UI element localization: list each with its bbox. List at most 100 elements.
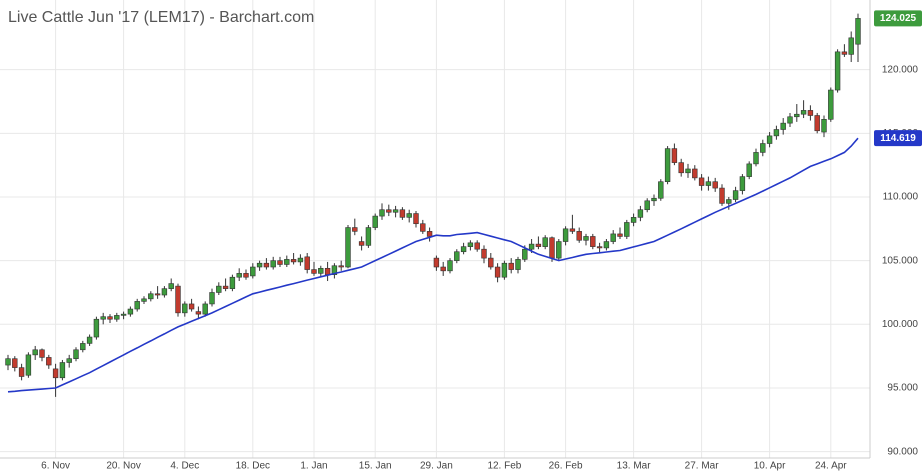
candle-body	[746, 163, 752, 177]
candle-body	[828, 89, 834, 120]
candle-body	[617, 233, 623, 237]
candle-body	[318, 267, 324, 274]
x-tick-label: 29. Jan	[420, 461, 453, 472]
candle-body	[467, 242, 474, 247]
candle-body	[222, 285, 229, 289]
candle-body	[739, 176, 746, 191]
x-tick-label: 1. Jan	[300, 461, 327, 472]
candle-body	[66, 358, 72, 363]
candle-body	[93, 318, 100, 338]
candle-body	[603, 241, 610, 249]
candle-body	[814, 115, 820, 132]
candle-body	[658, 181, 664, 199]
candle-body	[32, 349, 38, 356]
candle-body	[154, 293, 161, 296]
candle-body	[685, 168, 691, 174]
candle-body	[576, 231, 582, 241]
candle-body	[773, 129, 780, 137]
candle-body	[698, 177, 705, 186]
candle-body	[148, 293, 154, 300]
candle-body	[515, 259, 521, 270]
candle-body	[73, 349, 79, 359]
candle-body	[127, 308, 134, 315]
candle-body	[297, 257, 304, 263]
candle-body	[447, 260, 453, 272]
candle-body	[413, 213, 419, 225]
candle-body	[331, 265, 338, 275]
candle-body	[556, 241, 562, 259]
candle-body	[590, 236, 596, 247]
candle-body	[175, 285, 181, 314]
candle-body	[712, 181, 718, 189]
candle-body	[821, 119, 827, 133]
candle-body	[256, 262, 263, 268]
candle-body	[549, 237, 555, 259]
last-value-label: 114.619	[880, 133, 916, 144]
candle-body	[250, 266, 256, 277]
candle-body	[610, 233, 616, 242]
candle-body	[243, 273, 249, 278]
candle-body	[345, 227, 351, 268]
x-tick-label: 10. Apr	[754, 461, 786, 472]
candle-body	[766, 135, 773, 144]
candle-body	[644, 200, 650, 211]
candle-body	[664, 148, 671, 183]
candle-body	[481, 248, 487, 259]
candle-body	[848, 37, 854, 55]
candle-body	[141, 298, 147, 302]
candle-body	[18, 367, 25, 377]
candle-body	[753, 152, 759, 165]
candle-body	[678, 162, 684, 174]
candle-body	[426, 231, 433, 237]
candle-body	[488, 257, 494, 268]
candle-body	[39, 349, 45, 358]
candle-body	[583, 236, 589, 241]
candle-body	[719, 187, 725, 204]
candle-body	[209, 292, 215, 305]
candle-body	[726, 199, 732, 204]
candle-body	[433, 257, 440, 268]
candle-body	[569, 228, 576, 232]
candle-body	[800, 110, 807, 115]
candle-body	[270, 260, 276, 268]
last-price-box	[874, 10, 922, 27]
y-tick-label: 105.000	[882, 255, 919, 266]
candle-body	[630, 217, 637, 223]
candle-body	[12, 358, 18, 368]
candle-body	[236, 273, 242, 278]
candle-body	[277, 260, 283, 265]
candle-body	[692, 168, 698, 179]
candle-body	[705, 181, 712, 186]
x-tick-label: 18. Dec	[236, 461, 270, 472]
last-value-box	[874, 130, 922, 147]
candle-body	[841, 51, 848, 55]
candle-body	[161, 288, 168, 296]
line-series	[7, 137, 859, 393]
candle-body	[311, 269, 317, 274]
candle-body	[474, 242, 480, 250]
x-tick-label: 4. Dec	[170, 461, 199, 472]
candle-body	[834, 51, 841, 91]
candle-body	[379, 209, 385, 217]
candle-body	[365, 227, 372, 246]
candle-body	[787, 116, 793, 124]
candle-body	[120, 313, 127, 316]
candle-body	[671, 148, 678, 163]
candle-body	[454, 251, 460, 261]
candle-body	[440, 266, 446, 272]
chart-title: Live Cattle Jun '17 (LEM17) - Barchart.c…	[8, 9, 314, 26]
y-tick-label: 95.000	[887, 383, 918, 394]
x-tick-label: 27. Mar	[685, 461, 720, 472]
candle-body	[188, 303, 195, 310]
candle-body	[386, 209, 392, 213]
candle-body	[732, 190, 739, 200]
candle-body	[501, 262, 508, 278]
candle-body	[352, 227, 358, 232]
candle-body	[107, 316, 113, 320]
candle-body	[780, 122, 786, 130]
candle-body	[229, 276, 236, 289]
x-tick-label: 20. Nov	[106, 461, 140, 472]
